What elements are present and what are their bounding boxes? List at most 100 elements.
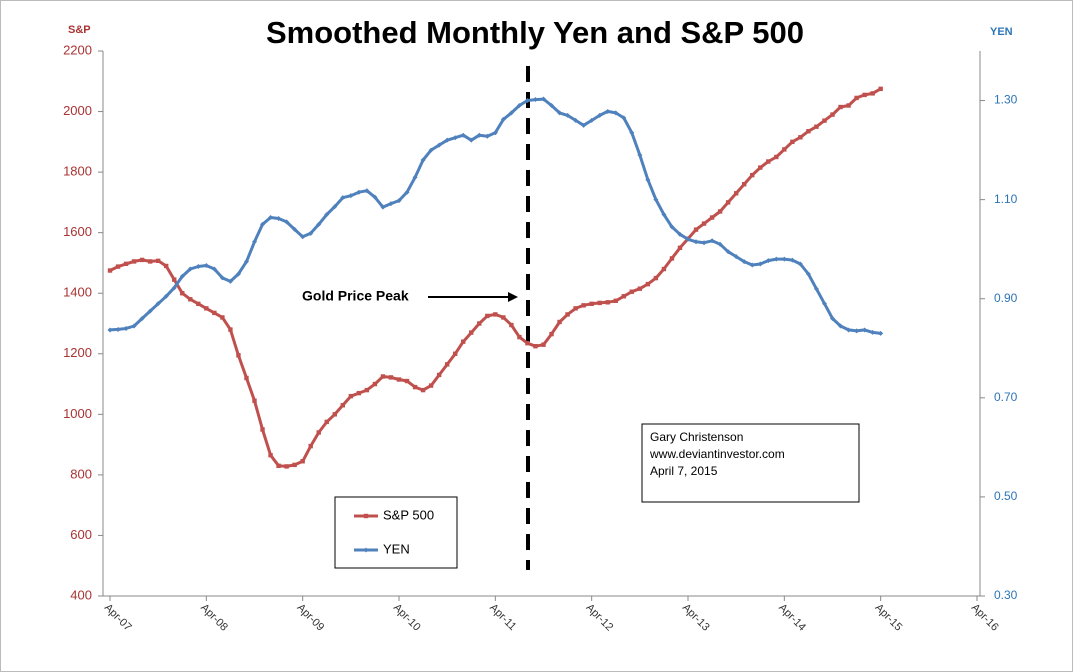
y2-tick-label: 1.30: [994, 93, 1018, 107]
point: [541, 342, 546, 347]
point: [243, 259, 249, 265]
note-box: [641, 423, 860, 503]
point: [765, 258, 771, 264]
point: [878, 330, 884, 336]
point: [846, 327, 852, 333]
point: [228, 327, 233, 332]
point: [661, 212, 667, 217]
annotation: April 7, 2015: [650, 464, 718, 478]
point: [749, 262, 755, 268]
point: [878, 86, 883, 92]
point: [597, 300, 602, 306]
y-tick-label: 400: [70, 587, 92, 602]
point: [332, 412, 337, 417]
point: [685, 236, 691, 242]
y-axis-label: S&P: [68, 24, 91, 36]
point: [107, 268, 113, 273]
point: [420, 157, 426, 163]
point: [725, 200, 731, 205]
point: [300, 459, 305, 464]
point: [653, 275, 659, 281]
point: [235, 271, 241, 277]
point: [300, 234, 306, 240]
point: [452, 351, 458, 356]
point: [404, 378, 410, 384]
point: [292, 226, 298, 232]
point: [107, 327, 113, 333]
arrow-head: [508, 292, 518, 302]
point: [750, 172, 755, 178]
point: [709, 238, 715, 244]
point: [276, 463, 281, 469]
point: [645, 177, 651, 183]
y2-tick-label: 0.50: [994, 489, 1018, 503]
point: [147, 308, 153, 314]
point: [276, 215, 282, 221]
point: [629, 130, 635, 136]
point: [573, 117, 579, 123]
point: [444, 362, 450, 367]
point: [492, 130, 498, 136]
point: [388, 375, 394, 380]
legend-label: YEN: [383, 541, 410, 556]
point: [789, 257, 795, 263]
point: [348, 193, 354, 199]
point: [532, 97, 538, 103]
point: [806, 129, 811, 134]
point: [476, 132, 482, 138]
y-tick-label: 800: [70, 466, 92, 481]
point: [452, 135, 458, 141]
point: [172, 277, 177, 282]
point: [139, 257, 145, 263]
point: [484, 133, 490, 139]
point: [758, 165, 763, 170]
point: [436, 142, 442, 148]
point: [220, 315, 225, 320]
point: [862, 327, 868, 333]
point: [782, 147, 787, 152]
point: [195, 264, 201, 270]
y-tick-label: 1000: [63, 406, 92, 421]
point: [717, 209, 723, 214]
point: [524, 98, 530, 104]
point: [412, 384, 418, 390]
point: [661, 266, 667, 272]
point: [332, 204, 338, 210]
point: [621, 115, 627, 121]
point: [629, 289, 635, 294]
point: [308, 230, 314, 236]
point: [284, 219, 290, 225]
point: [308, 443, 313, 449]
point: [557, 319, 562, 325]
point: [605, 108, 611, 114]
y2-tick-label: 0.30: [994, 588, 1018, 602]
point: [597, 112, 603, 118]
point: [356, 390, 362, 396]
point: [139, 316, 145, 322]
point: [797, 261, 803, 267]
point: [613, 298, 618, 303]
point: [244, 375, 249, 381]
point: [645, 281, 651, 287]
point: [870, 91, 875, 96]
point: [637, 286, 643, 291]
point: [846, 103, 851, 108]
point: [573, 306, 578, 311]
point: [541, 96, 546, 102]
point: [155, 258, 161, 264]
point: [468, 137, 474, 143]
point: [284, 464, 289, 469]
point: [822, 118, 827, 123]
point: [260, 221, 266, 227]
point: [115, 264, 121, 269]
point: [211, 266, 217, 272]
point: [565, 112, 571, 118]
y-tick-label: 1400: [63, 285, 92, 300]
point: [637, 152, 643, 158]
legend-marker: [363, 513, 369, 519]
point: [260, 427, 265, 432]
point: [621, 294, 626, 299]
point: [838, 323, 844, 329]
point: [268, 214, 274, 220]
